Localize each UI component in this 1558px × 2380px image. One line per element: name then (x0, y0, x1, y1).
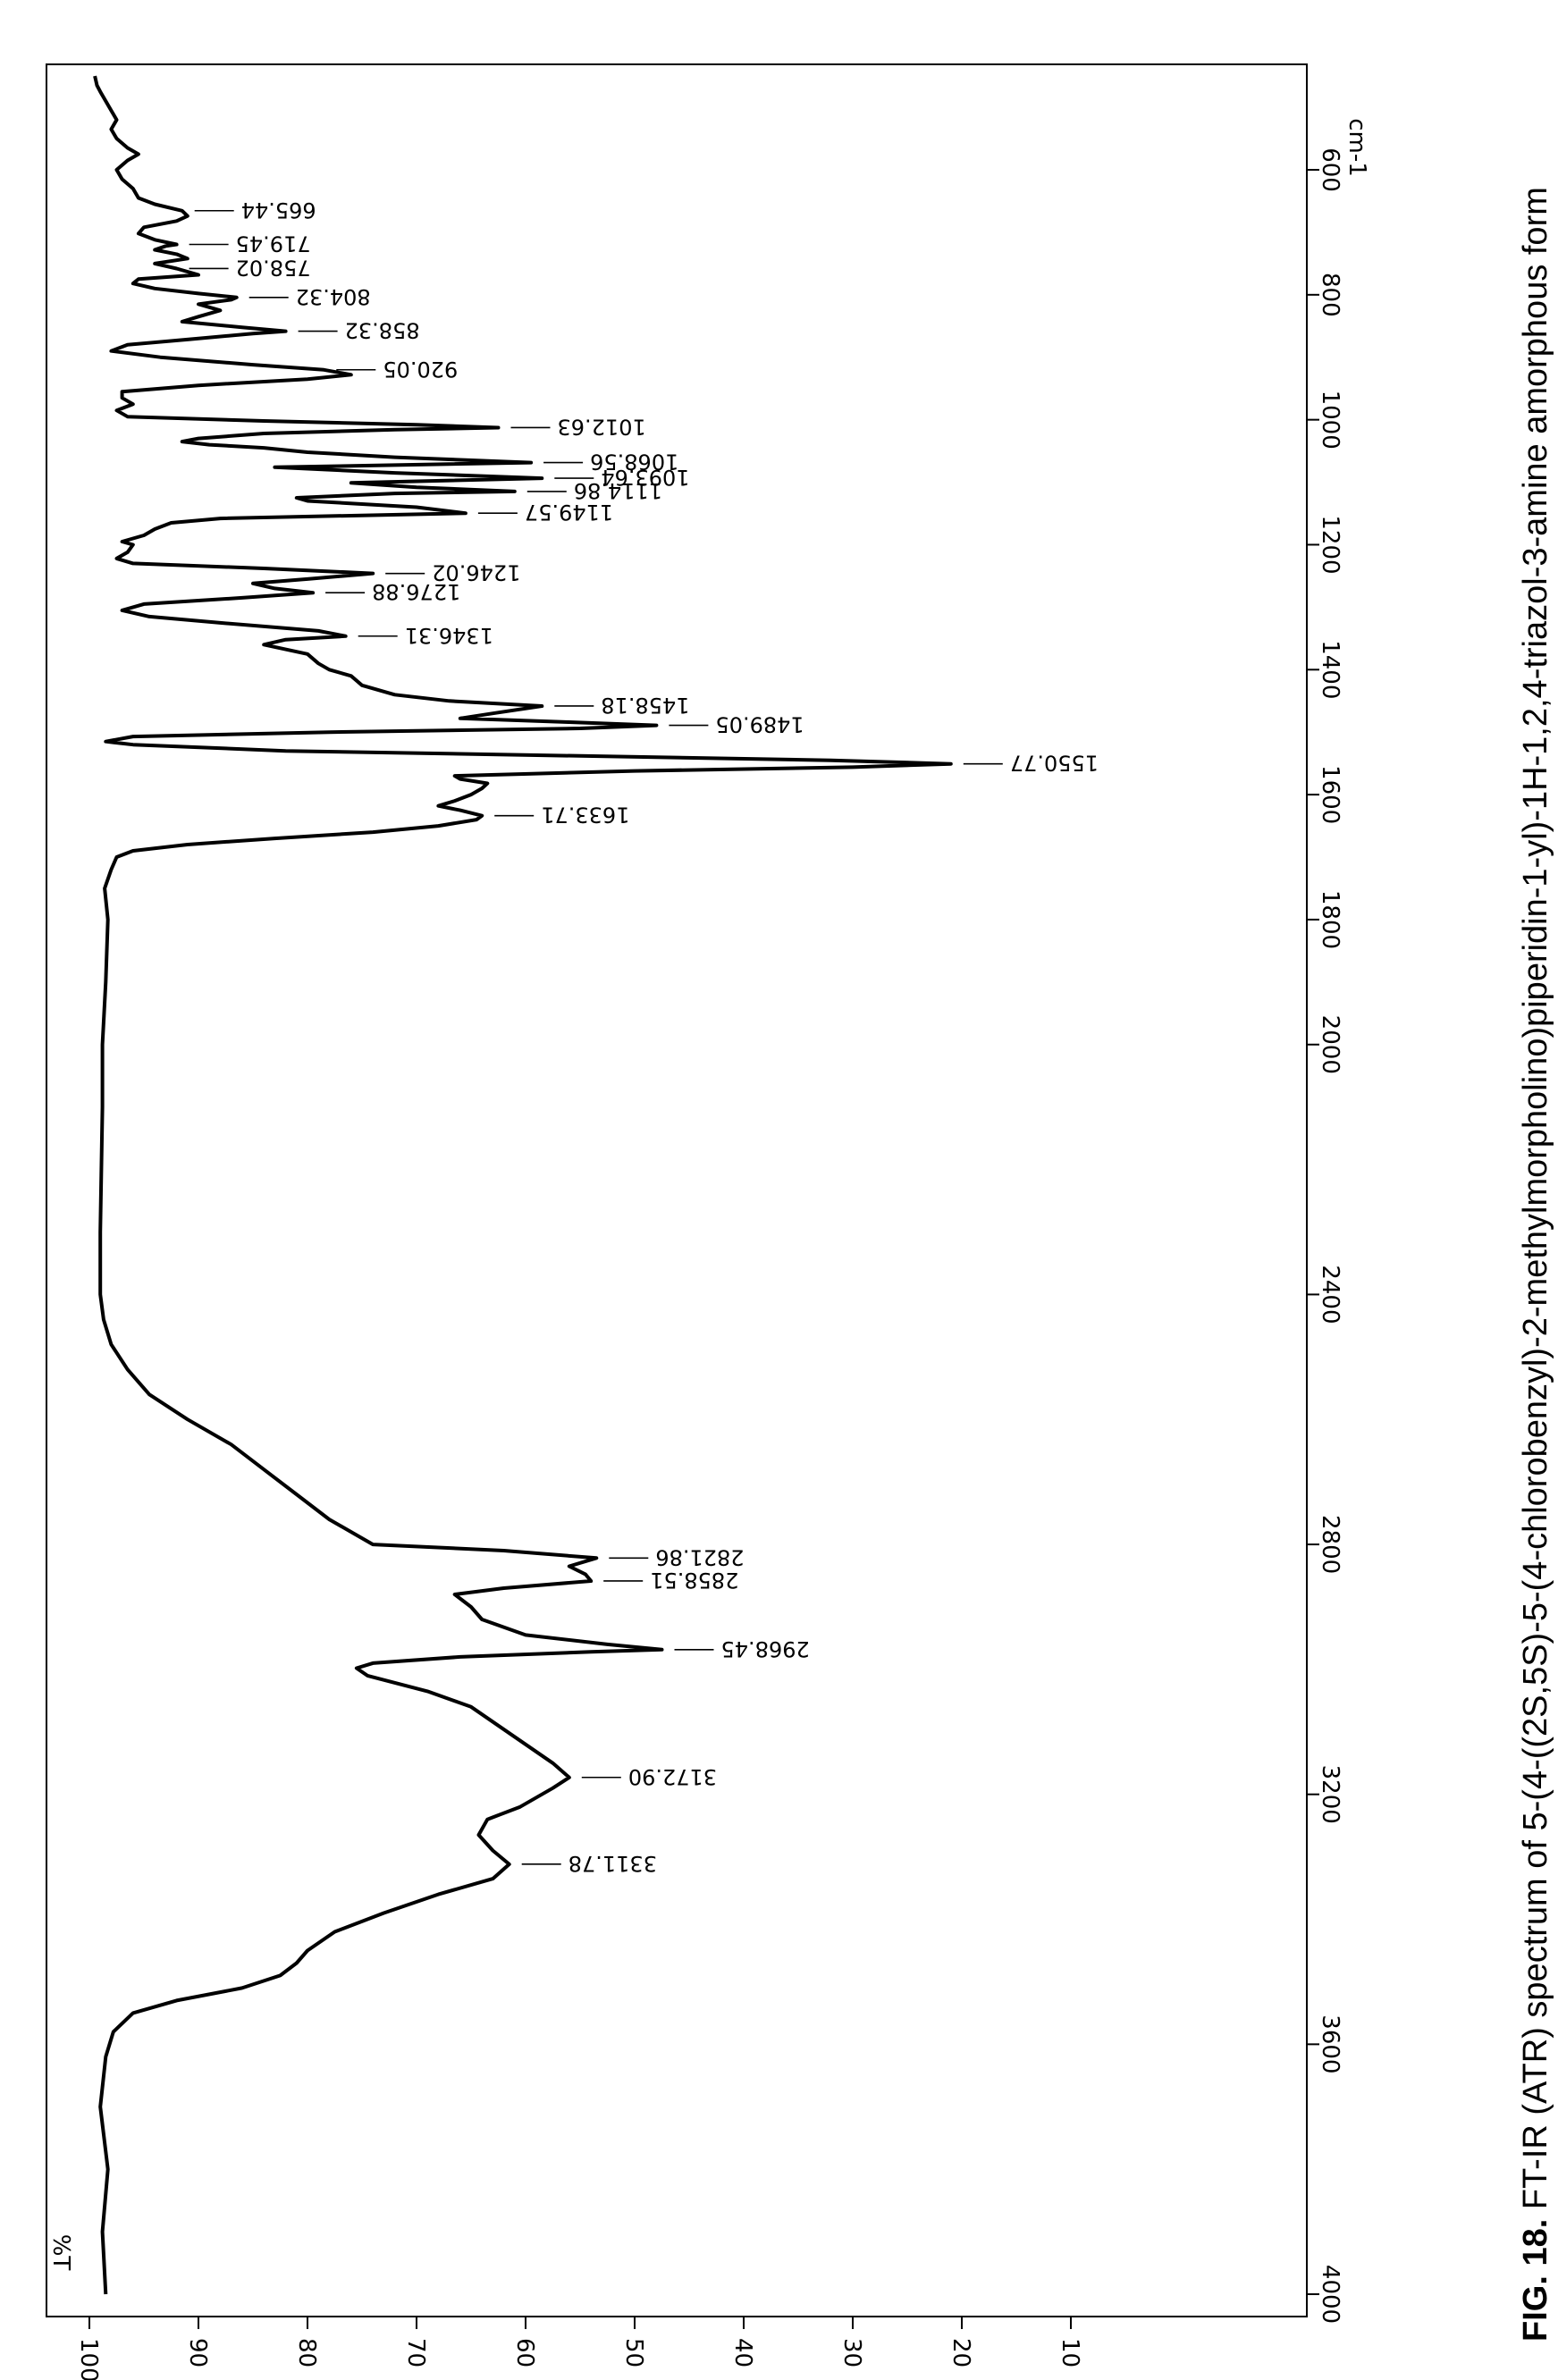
peak-label: 2821.86 (655, 1544, 744, 1569)
peak-label: 1458.18 (601, 693, 689, 718)
y-tick-label: 90 (184, 2338, 211, 2367)
x-tick-label: 3200 (1317, 1765, 1343, 1824)
x-tick-label: 600 (1317, 147, 1343, 192)
peak-label: 1068.56 (590, 450, 678, 475)
peak-label: 2968.45 (721, 1636, 810, 1661)
x-axis-label: cm-1 (1343, 118, 1370, 177)
y-tick-label: 40 (729, 2338, 756, 2367)
peak-label: 1276.88 (372, 579, 460, 604)
x-tick-label: 1000 (1317, 391, 1343, 450)
figure-caption: FIG. 18. FT-IR (ATR) spectrum of 5-(4-((… (1512, 54, 1558, 2342)
x-tick-label: 800 (1317, 273, 1343, 317)
x-tick-label: 1400 (1317, 640, 1343, 699)
peak-label: 758.02 (236, 255, 311, 280)
x-tick-label: 1800 (1317, 890, 1343, 949)
peak-label: 665.44 (241, 198, 316, 223)
figure-caption-text: FT-IR (ATR) spectrum of 5-(4-((2S,5S)-5-… (1517, 187, 1554, 2210)
plot-frame (46, 63, 1308, 2317)
x-axis: 4000 3600 3200 2800 2400 2000 1800 1600 1400 1200… (1307, 147, 1343, 2324)
peak-label: 1346.31 (405, 623, 493, 648)
y-tick-label: 70 (402, 2338, 429, 2367)
peak-label: 1114.86 (574, 478, 662, 503)
y-tick-label: 80 (293, 2338, 320, 2367)
peak-label: 1550.77 (1010, 751, 1099, 776)
x-tick-label: 1200 (1317, 515, 1343, 574)
peak-label: 920.05 (383, 357, 458, 382)
y-tick-label: 30 (838, 2338, 865, 2367)
peak-label: 719.45 (236, 231, 311, 257)
y-tick-label: 60 (511, 2338, 538, 2367)
x-tick-label: 2000 (1317, 1015, 1343, 1074)
x-tick-label: 1600 (1317, 765, 1343, 824)
peak-label: 3311.78 (568, 1851, 657, 1876)
x-tick-label: 3600 (1317, 2014, 1343, 2073)
x-tick-label: 4000 (1317, 2265, 1343, 2324)
spectrum-line (93, 75, 953, 2295)
peak-label: 3172.90 (628, 1764, 717, 1789)
peak-label: 1633.71 (541, 803, 629, 828)
peak-label: 858.32 (345, 318, 420, 343)
peak-label: 1149.57 (525, 500, 613, 525)
peak-label: 804.32 (296, 284, 371, 309)
peak-label: 1012.63 (558, 414, 646, 439)
peak-label: 1093.64 (601, 465, 689, 490)
y-axis-label: %T (47, 2234, 74, 2271)
y-tick-label: 50 (620, 2338, 647, 2367)
peak-label: 2858.51 (650, 1568, 738, 1593)
x-tick-label: 2400 (1317, 1265, 1343, 1324)
figure-label: FIG. 18. (1517, 2218, 1554, 2342)
y-tick-label: 20 (947, 2338, 974, 2367)
y-tick-label: 100 (75, 2338, 102, 2380)
peak-label: 1489.05 (715, 712, 804, 737)
y-tick-label: 10 (1057, 2338, 1083, 2367)
x-tick-label: 2800 (1317, 1515, 1343, 1574)
y-axis: 100 90 80 70 60 50 40 30 20 10 (75, 2317, 1083, 2380)
peak-label: 1246.02 (432, 560, 520, 585)
